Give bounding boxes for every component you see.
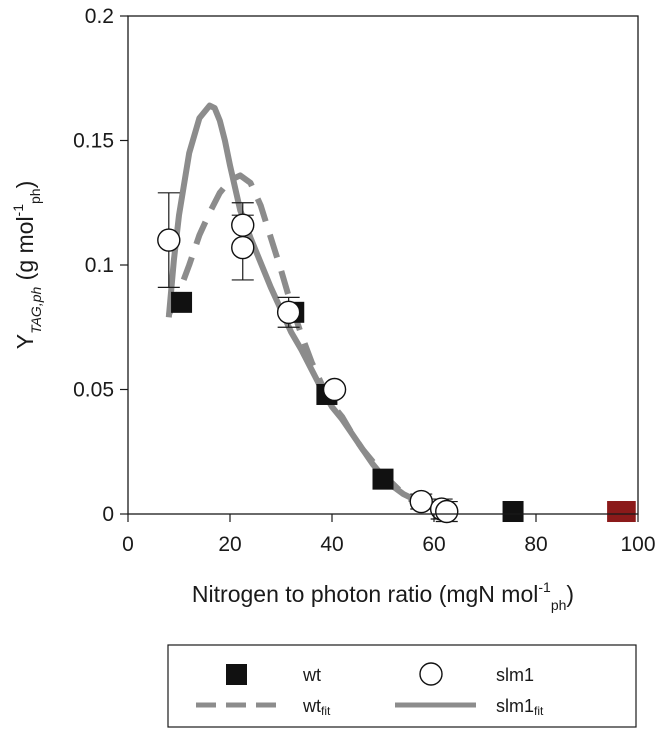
y-axis: 0 0.05 0.1 0.15 0.2 (73, 5, 128, 526)
x-axis-label-sup: -1 (538, 579, 551, 595)
y-tick-label: 0.2 (85, 5, 114, 28)
point-slm1 (157, 228, 181, 252)
y-tick-label: 0 (102, 503, 114, 526)
legend-label-wtfit-main: wt (302, 696, 321, 716)
plot-frame (127, 15, 639, 515)
legend-label-wtfit: wtfit (302, 696, 331, 718)
legend-label-wtfit-sub: fit (321, 704, 331, 718)
legend-marker-slm1 (419, 662, 443, 686)
legend-label-slm1fit-sub: fit (534, 704, 544, 718)
point-wt (372, 468, 394, 490)
point-slm1 (322, 377, 347, 402)
y-axis-label: YTAG,ph (g mol-1ph) (10, 181, 44, 350)
point-wt (614, 501, 636, 523)
y-tick-label: 0.05 (73, 379, 114, 402)
legend: wt slm1 wtfit slm1fit (167, 644, 637, 728)
x-axis: 0 20 40 60 80 100 (122, 514, 656, 556)
y-axis-label-sub: TAG,ph (28, 287, 44, 334)
x-tick-label: 0 (122, 533, 134, 556)
legend-label-slm1fit-main: slm1 (496, 696, 534, 716)
x-tick-label: 100 (620, 533, 655, 556)
legend-marker-wt (226, 664, 247, 685)
point-slm1 (231, 213, 255, 237)
y-axis-label-close: ) (12, 181, 38, 189)
y-tick-label: 0.1 (85, 254, 114, 277)
point-slm1 (231, 235, 255, 260)
point-slm1 (409, 489, 433, 514)
x-axis-label: Nitrogen to photon ratio (mgN mol-1ph) (192, 579, 574, 613)
x-axis-label-main: Nitrogen to photon ratio (mgN mol (192, 581, 538, 607)
point-slm1 (276, 300, 301, 325)
y-axis-label-main: Y (12, 334, 38, 349)
point-slm1 (435, 499, 459, 524)
data-points (157, 213, 636, 524)
x-axis-label-close: ) (566, 581, 574, 607)
legend-box (167, 644, 637, 728)
x-tick-label: 40 (320, 533, 343, 556)
y-axis-label-sub2: ph (27, 188, 43, 204)
plot-area (127, 15, 639, 524)
legend-label-slm1: slm1 (496, 665, 534, 685)
point-wt (171, 291, 193, 313)
legend-label-slm1fit: slm1fit (496, 696, 544, 718)
y-axis-label-rest: (g mol (12, 216, 38, 286)
y-axis-label-sup: -1 (10, 204, 26, 217)
x-axis-label-sub: ph (551, 597, 567, 613)
x-tick-label: 20 (218, 533, 241, 556)
y-tick-label: 0.15 (73, 130, 114, 153)
legend-label-wt: wt (302, 665, 321, 685)
point-wt (502, 501, 524, 523)
x-tick-label: 80 (524, 533, 547, 556)
x-tick-label: 60 (422, 533, 445, 556)
